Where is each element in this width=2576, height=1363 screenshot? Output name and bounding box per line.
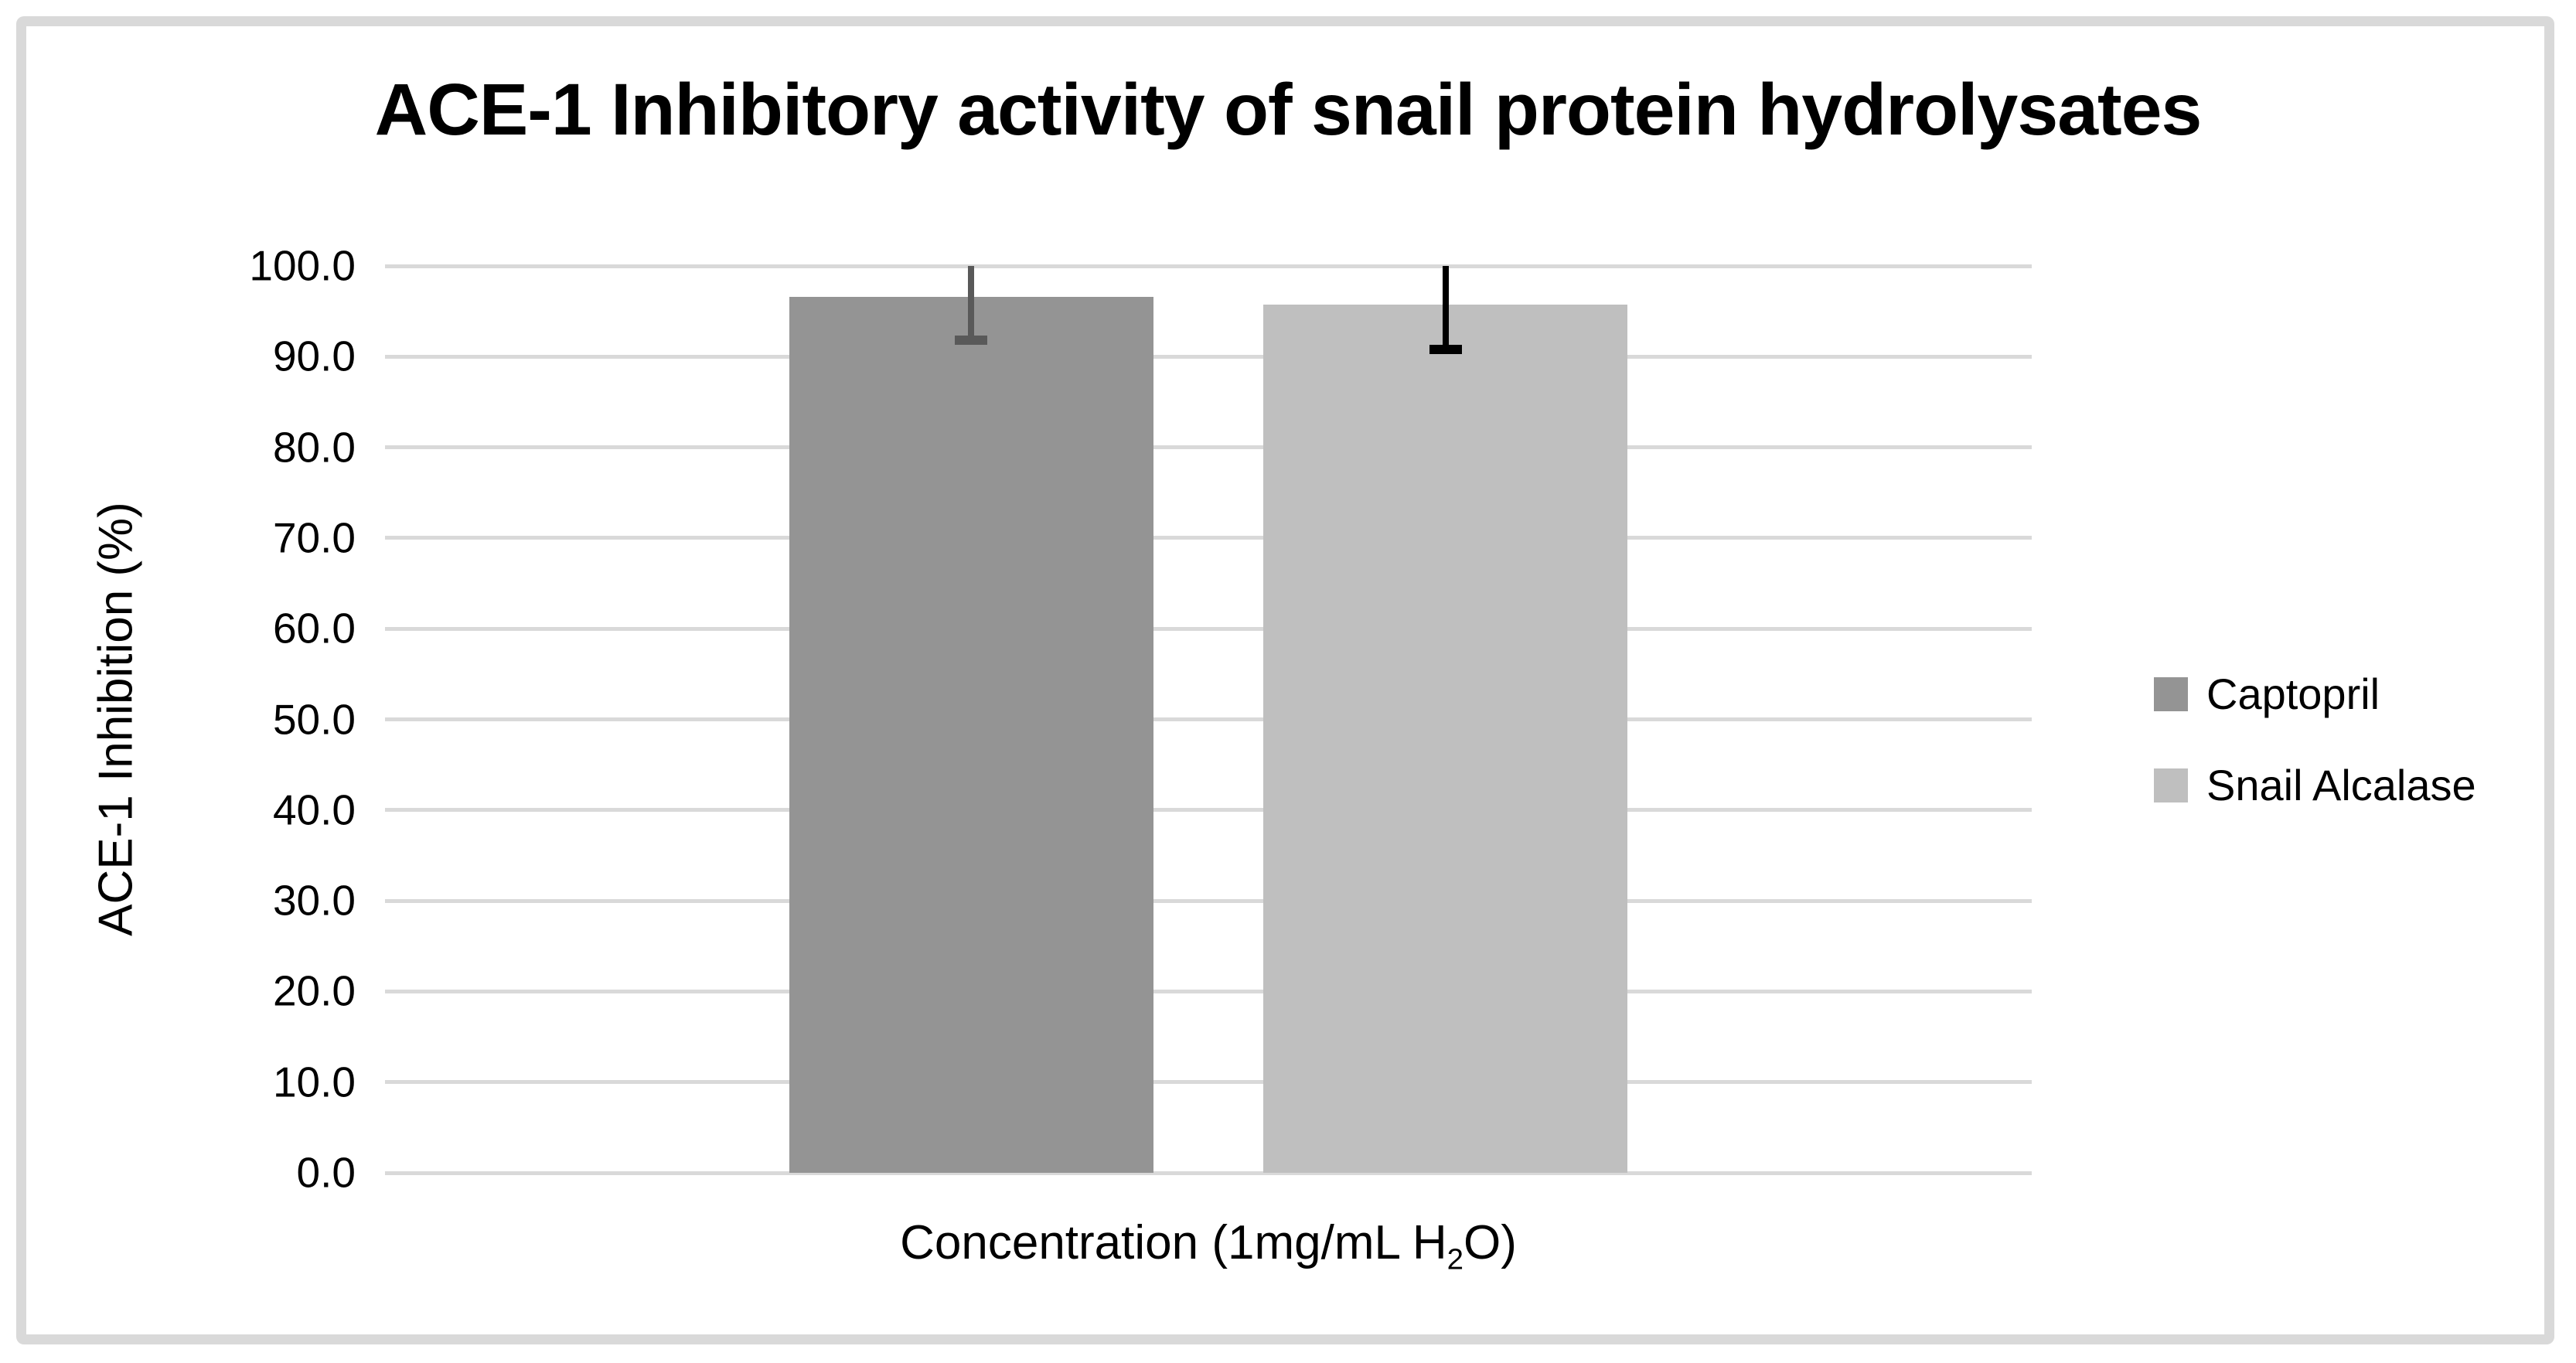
legend-item: Captopril	[2154, 666, 2476, 722]
y-tick-label: 30.0	[272, 876, 356, 925]
y-tick-label: 60.0	[272, 604, 356, 653]
y-tick-label: 70.0	[272, 513, 356, 562]
y-tick-label: 10.0	[272, 1058, 356, 1106]
gridline	[385, 898, 2032, 903]
legend-item: Snail Alcalase	[2154, 758, 2476, 813]
y-tick-label: 0.0	[296, 1148, 356, 1197]
y-tick-label: 20.0	[272, 966, 356, 1015]
error-bar-line	[1442, 266, 1449, 349]
gridline	[385, 354, 2032, 359]
gridline	[385, 989, 2032, 993]
y-tick-label: 40.0	[272, 785, 356, 834]
gridline	[385, 717, 2032, 721]
plot-area	[385, 264, 2032, 1175]
gridline	[385, 445, 2032, 450]
error-bar-cap	[955, 336, 988, 346]
chart-legend: Captopril Snail Alcalase	[2154, 666, 2476, 813]
bar-snail-alcalase	[1263, 305, 1628, 1173]
gridline	[385, 536, 2032, 540]
x-axis-title-text: Concentration (1mg/mL H	[900, 1216, 1447, 1269]
legend-label: Snail Alcalase	[2206, 761, 2476, 809]
gridline	[385, 626, 2032, 631]
y-tick-label: 80.0	[272, 423, 356, 472]
x-axis-title-subscript: 2	[1446, 1242, 1464, 1276]
gridline	[385, 1080, 2032, 1085]
legend-swatch	[2154, 677, 2188, 711]
y-tick-label: 50.0	[272, 695, 356, 743]
y-axis-tick-labels: 0.0 10.0 20.0 30.0 40.0 50.0 60.0 70.0 80.0 90.0 1…	[93, 244, 356, 1194]
legend-swatch	[2154, 768, 2188, 802]
error-bar-line	[968, 266, 975, 341]
gridline	[385, 264, 2032, 268]
bar-captopril	[789, 296, 1153, 1173]
legend-label: Captopril	[2206, 670, 2380, 718]
gridline	[385, 808, 2032, 813]
y-tick-label: 90.0	[272, 332, 356, 380]
chart-title: ACE-1 Inhibitory activity of snail prote…	[374, 69, 2203, 151]
x-axis-title: Concentration (1mg/mL H2O)	[385, 1215, 2032, 1276]
y-tick-label: 100.0	[249, 241, 356, 290]
x-axis-title-suffix: O)	[1463, 1216, 1517, 1269]
error-bar-cap	[1429, 344, 1462, 354]
gridline	[385, 1170, 2032, 1175]
